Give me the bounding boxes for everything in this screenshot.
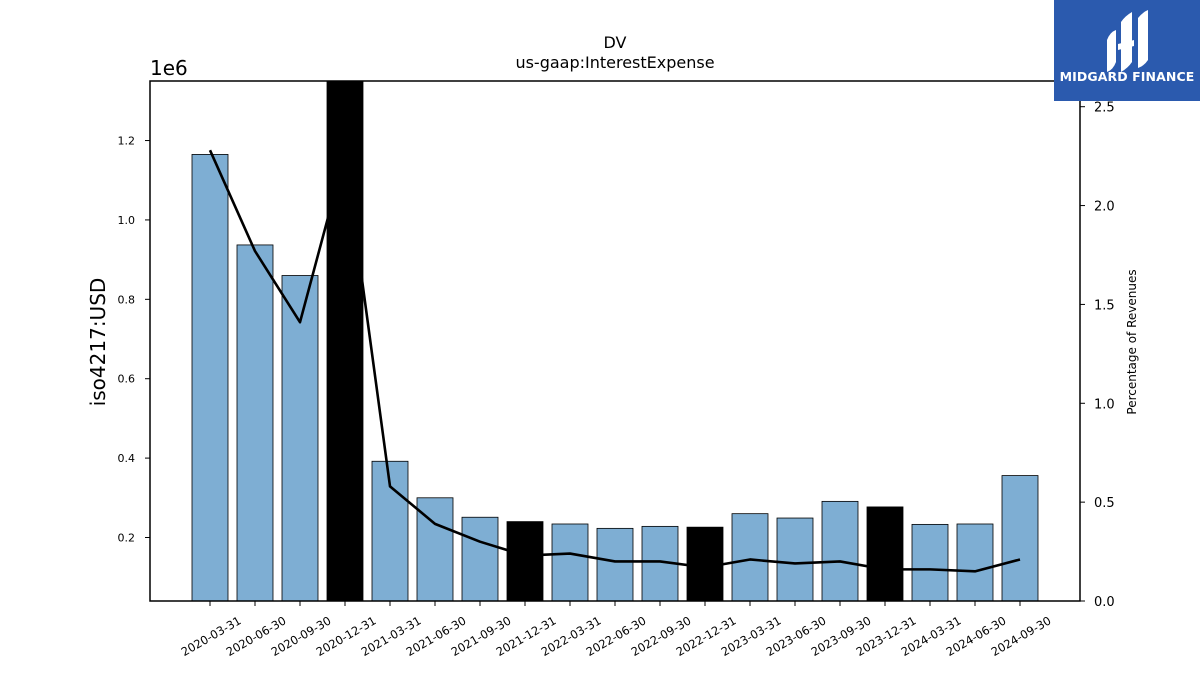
brand-logo: MIDGARD FINANCE — [1054, 0, 1200, 101]
bar — [236, 244, 274, 602]
bar — [956, 523, 994, 602]
bar — [596, 527, 634, 602]
bar — [461, 516, 499, 602]
bar — [551, 523, 589, 602]
logo-mark-icon — [1107, 10, 1148, 72]
y-tick-label: 1.2 — [118, 135, 136, 148]
y-tick-label: 0.2 — [118, 531, 136, 544]
logo-text: MIDGARD FINANCE — [1059, 69, 1195, 84]
bars-group — [191, 80, 1039, 602]
bar — [776, 517, 814, 602]
bar — [281, 275, 319, 602]
chart-subtitle: us-gaap:InterestExpense — [515, 53, 714, 72]
y-tick-label: 1.0 — [118, 214, 136, 227]
y2-tick-label: 0.5 — [1094, 496, 1115, 511]
y2-tick-label: 1.5 — [1094, 298, 1115, 313]
y2-tick-label: 2.0 — [1094, 200, 1115, 215]
y2-tick-label: 1.0 — [1094, 397, 1115, 412]
chart-title: DV — [604, 33, 627, 52]
y2-axis-label: Percentage of Revenues — [1125, 269, 1139, 414]
y2-tick-label: 0.0 — [1094, 595, 1115, 610]
bar — [821, 500, 859, 602]
bar — [731, 513, 769, 602]
bar — [326, 80, 364, 602]
y-tick-label: 0.6 — [118, 373, 136, 386]
y-tick-label: 0.8 — [118, 293, 136, 306]
y-multiplier-label: 1e6 — [150, 56, 188, 80]
y-axis-label: iso4217:USD — [86, 278, 110, 407]
bar — [866, 506, 904, 602]
y-tick-label: 0.4 — [118, 452, 136, 465]
bar — [911, 523, 949, 602]
bar — [191, 154, 229, 602]
line-group — [208, 149, 1021, 573]
bar — [1001, 475, 1039, 602]
y2-tick-label: 2.5 — [1094, 101, 1115, 116]
bar — [506, 521, 544, 602]
series-line — [208, 149, 1021, 573]
